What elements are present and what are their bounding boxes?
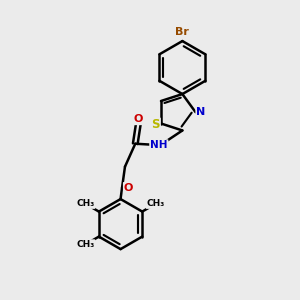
Text: CH₃: CH₃ <box>76 200 95 208</box>
Text: CH₃: CH₃ <box>76 240 95 249</box>
Text: N: N <box>196 107 206 117</box>
Text: Br: Br <box>176 27 189 37</box>
Text: CH₃: CH₃ <box>146 200 165 208</box>
Text: NH: NH <box>150 140 168 150</box>
Text: O: O <box>124 183 133 193</box>
Text: S: S <box>152 118 160 131</box>
Text: O: O <box>134 114 143 124</box>
